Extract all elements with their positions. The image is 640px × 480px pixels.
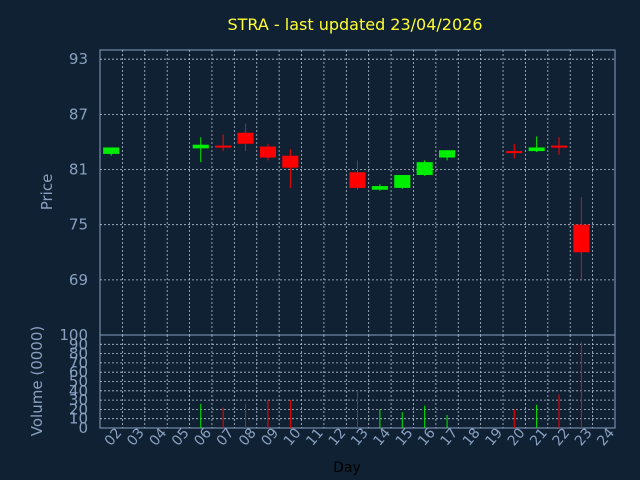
x-tick-label: 07: [214, 425, 238, 449]
price-axis-label: Price: [38, 174, 56, 211]
x-tick-label: 06: [191, 425, 215, 449]
price-grid: [100, 50, 615, 335]
candle-body: [215, 145, 232, 148]
x-tick-label: 09: [258, 425, 282, 449]
volume-tick-label: 90: [69, 335, 88, 353]
x-tick-label: 22: [550, 425, 574, 449]
candle-body: [192, 144, 209, 149]
x-tick-label: 21: [527, 425, 551, 449]
x-tick-label: 20: [505, 425, 529, 449]
x-tick-label: 08: [236, 425, 260, 449]
price-panel: [99, 49, 616, 336]
x-tick-label: 24: [594, 425, 618, 449]
volume-tick-label: 80: [69, 345, 88, 363]
volume-tick-label: 60: [69, 363, 88, 381]
candle-body: [371, 186, 388, 190]
volume-tick-label: 0: [78, 419, 88, 437]
x-tick-label: 19: [482, 425, 506, 449]
price-tick-label: 87: [69, 105, 88, 123]
candle-body: [506, 151, 523, 154]
volume-axis-label: Volume (0000): [28, 326, 46, 436]
candle-body: [237, 132, 254, 144]
x-tick-label: 03: [124, 425, 148, 449]
x-tick-label: 14: [370, 425, 394, 449]
candle-body: [439, 150, 456, 158]
candle-body: [416, 162, 433, 176]
x-tick-label: 11: [303, 425, 327, 449]
price-tick-label: 75: [69, 216, 88, 234]
chart-title: STRA - last updated 23/04/2026: [227, 15, 482, 34]
x-tick-label: 18: [460, 425, 484, 449]
candle-body: [394, 175, 411, 188]
candle-body: [528, 147, 545, 152]
x-tick-label: 15: [393, 425, 417, 449]
volume-tick-label: 10: [69, 410, 88, 428]
candlesticks: [103, 123, 590, 280]
candle-body: [282, 155, 299, 168]
volume-tick-label: 50: [69, 373, 88, 391]
x-tick-label: 16: [415, 425, 439, 449]
volume-tick-label: 40: [69, 382, 88, 400]
x-tick-label: 13: [348, 425, 372, 449]
x-tick-label: 23: [572, 425, 596, 449]
x-tick-label: 05: [169, 425, 193, 449]
candle-body: [349, 172, 366, 188]
x-axis-label: Day: [333, 460, 361, 476]
x-tick-label: 04: [147, 425, 171, 449]
volume-tick-label: 20: [69, 400, 88, 418]
x-tick-label: 17: [438, 425, 462, 449]
volume-grid: [100, 335, 615, 428]
candle-body: [259, 146, 276, 158]
x-tick-label: 02: [102, 425, 126, 449]
price-tick-label: 81: [69, 161, 88, 179]
volume-tick-label: 70: [69, 354, 88, 372]
volume-tick-label: 30: [69, 391, 88, 409]
x-tick-label: 12: [326, 425, 350, 449]
price-tick-label: 69: [69, 271, 88, 289]
candle-body: [573, 224, 590, 253]
x-axis-ticks: 0203040506070809101112131415161718192021…: [102, 425, 618, 449]
candle-body: [550, 145, 568, 148]
price-axis-ticks: 69 75 81 87 93: [69, 50, 88, 289]
volume-tick-label: 100: [59, 326, 88, 344]
volume-bars: [200, 342, 582, 428]
price-tick-label: 93: [69, 50, 88, 68]
candle-body: [103, 147, 120, 154]
x-tick-label: 10: [281, 425, 305, 449]
